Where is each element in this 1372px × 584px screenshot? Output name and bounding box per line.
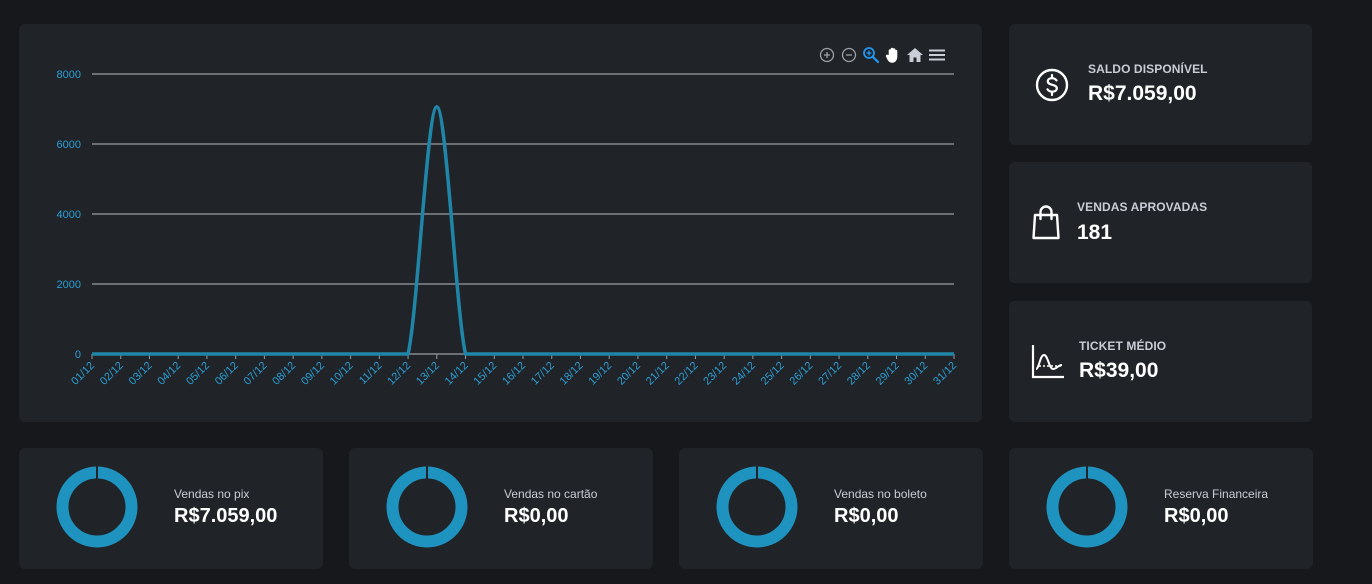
shopping-bag-icon (1032, 205, 1060, 240)
sales-line-chart[interactable]: 0 2000 4000 6000 8000 01/12 02/12 03/12 04/12 05/… (19, 24, 982, 422)
x-tick-label: 21/12 (644, 360, 672, 388)
x-tick-label: 06/12 (213, 360, 241, 388)
x-tick-label: 01/12 (69, 360, 97, 388)
x-tick-label: 15/12 (471, 360, 499, 388)
pix-sales-card: Vendas no pix R$7.059,00 (19, 448, 323, 569)
x-tick-label: 02/12 (98, 360, 126, 388)
x-tick-label: 03/12 (127, 360, 155, 388)
x-tick-label: 12/12 (385, 360, 413, 388)
average-ticket-card: TICKET MÉDIO R$39,00 (1009, 301, 1312, 422)
boleto-sales-value: R$0,00 (834, 505, 899, 527)
selection-zoom-icon[interactable] (860, 44, 882, 66)
pix-sales-value: R$7.059,00 (174, 505, 278, 527)
sales-series-line (92, 105, 954, 356)
y-tick-label: 8000 (57, 69, 81, 81)
x-tick-label: 25/12 (759, 360, 787, 388)
chart-toolbar (816, 44, 948, 66)
average-ticket-label: TICKET MÉDIO (1079, 339, 1167, 353)
x-tick-label: 24/12 (730, 360, 758, 388)
x-tick-label: 05/12 (184, 360, 212, 388)
balance-card: SALDO DISPONÍVEL R$7.059,00 (1009, 24, 1312, 145)
financial-reserve-value: R$0,00 (1164, 505, 1229, 527)
bell-curve-chart-icon (1031, 345, 1064, 379)
approved-sales-label: VENDAS APROVADAS (1077, 200, 1208, 214)
y-tick-label: 4000 (57, 209, 81, 221)
x-tick-label: 26/12 (788, 360, 816, 388)
pan-hand-icon[interactable] (882, 44, 904, 66)
x-tick-label: 29/12 (874, 360, 902, 388)
approved-sales-value: 181 (1077, 221, 1113, 244)
zoom-out-icon[interactable] (838, 44, 860, 66)
boleto-sales-label: Vendas no boleto (834, 487, 927, 501)
y-tick-label: 2000 (57, 279, 81, 291)
card-sales-card: Vendas no cartão R$0,00 (349, 448, 653, 569)
x-tick-label: 10/12 (328, 360, 356, 388)
y-tick-label: 6000 (57, 139, 81, 151)
x-tick-label: 28/12 (845, 360, 873, 388)
pix-sales-label: Vendas no pix (174, 487, 250, 501)
x-tick-label: 07/12 (242, 360, 270, 388)
x-tick-label: 31/12 (931, 360, 959, 388)
x-tick-label: 04/12 (155, 360, 183, 388)
x-tick-label: 13/12 (414, 360, 442, 388)
average-ticket-value: R$39,00 (1079, 359, 1159, 382)
menu-icon[interactable] (926, 44, 948, 66)
card-sales-value: R$0,00 (504, 505, 569, 527)
x-tick-label: 27/12 (816, 360, 844, 388)
financial-reserve-card: Reserva Financeira R$0,00 (1009, 448, 1313, 569)
x-tick-label: 14/12 (443, 360, 471, 388)
boleto-sales-card: Vendas no boleto R$0,00 (679, 448, 983, 569)
y-tick-label: 0 (75, 349, 81, 361)
x-tick-label: 19/12 (586, 360, 614, 388)
x-tick-label: 11/12 (357, 360, 384, 387)
x-tick-label: 17/12 (529, 360, 557, 388)
x-tick-label: 30/12 (902, 360, 930, 388)
home-reset-icon[interactable] (904, 44, 926, 66)
x-tick-label: 16/12 (500, 360, 528, 388)
balance-label: SALDO DISPONÍVEL (1088, 62, 1208, 76)
dollar-circle-icon (1035, 68, 1069, 102)
approved-sales-card: VENDAS APROVADAS 181 (1009, 162, 1312, 283)
x-tick-label: 18/12 (558, 360, 586, 388)
x-tick-label: 23/12 (701, 360, 729, 388)
card-donut-chart (386, 465, 468, 548)
balance-value: R$7.059,00 (1088, 82, 1197, 105)
pix-donut-chart (56, 465, 138, 548)
x-tick-label: 09/12 (299, 360, 327, 388)
financial-reserve-label: Reserva Financeira (1164, 487, 1269, 501)
card-sales-label: Vendas no cartão (504, 487, 598, 501)
x-tick-label: 22/12 (673, 360, 701, 388)
sales-chart-card: 0 2000 4000 6000 8000 01/12 02/12 03/12 04/12 05/… (19, 24, 982, 422)
reserve-donut-chart (1046, 465, 1128, 548)
zoom-in-icon[interactable] (816, 44, 838, 66)
x-tick-label: 20/12 (615, 360, 643, 388)
boleto-donut-chart (716, 465, 798, 548)
x-tick-label: 08/12 (270, 360, 298, 388)
